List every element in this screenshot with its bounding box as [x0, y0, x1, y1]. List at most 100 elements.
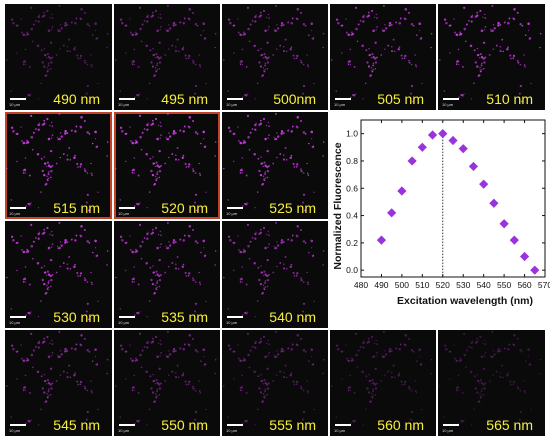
- x-tick-label: 520: [436, 280, 450, 290]
- fluorescence-speckle-image: [6, 4, 109, 103]
- scale-bar-label: 10 µm: [9, 320, 21, 325]
- x-axis-title: Excitation wavelength (nm): [397, 295, 533, 307]
- data-point: [479, 179, 489, 189]
- scale-bar-label: 10 µm: [9, 102, 21, 107]
- fluorescence-speckle-image: [223, 4, 325, 103]
- scale-bar: [443, 424, 459, 426]
- x-tick-label: 530: [456, 280, 470, 290]
- fluorescence-speckle-image: [115, 4, 217, 103]
- wavelength-label: 525 nm: [269, 200, 316, 216]
- data-point: [417, 142, 427, 152]
- data-point: [468, 161, 479, 172]
- micrograph-panel: 10 µm 525 nm: [222, 112, 328, 219]
- wavelength-label: 555 nm: [269, 417, 316, 433]
- scale-bar-label: 10 µm: [118, 320, 130, 325]
- scale-bar-label: 10 µm: [334, 428, 346, 433]
- fluorescence-speckle-image: [115, 112, 217, 212]
- fluorescence-speckle-image: [439, 4, 542, 103]
- wavelength-label: 540 nm: [269, 309, 316, 325]
- x-tick-label: 560: [517, 280, 531, 290]
- fluorescence-speckle-image: [331, 4, 433, 103]
- scale-bar-label: 10 µm: [118, 428, 130, 433]
- y-tick-label: 0.2: [346, 238, 358, 248]
- micrograph-panel: 10 µm 510 nm: [438, 4, 545, 110]
- micrograph-panel: 10 µm 535 nm: [114, 221, 220, 328]
- wavelength-label: 490 nm: [53, 91, 100, 107]
- fluorescence-speckle-image: [331, 330, 433, 429]
- plot-frame: [360, 119, 546, 278]
- fluorescence-speckle-image: [115, 330, 217, 429]
- plot-border: [360, 119, 546, 278]
- scale-bar: [10, 424, 26, 426]
- axis-ticks: 480 490 500 510 520 530 540 550 560 570 0.0 0.2 0.4 0…: [346, 120, 550, 290]
- scale-bar-label: 10 µm: [9, 428, 21, 433]
- scale-bar-label: 10 µm: [442, 428, 454, 433]
- wavelength-label: 545 nm: [53, 417, 100, 433]
- x-tick-label: 540: [477, 280, 491, 290]
- scale-bar: [119, 424, 135, 426]
- micrograph-panel: 10 µm 565 nm: [438, 330, 545, 436]
- fluorescence-speckle-image: [6, 112, 109, 212]
- scale-bar: [119, 316, 135, 318]
- wavelength-label: 515 nm: [53, 200, 100, 216]
- micrograph-panel: 10 µm 515 nm: [5, 112, 112, 219]
- data-point: [438, 129, 448, 139]
- y-tick-label: 0.6: [346, 183, 358, 193]
- scale-bar: [10, 98, 26, 100]
- data-points: [376, 129, 540, 275]
- wavelength-label: 510 nm: [486, 91, 533, 107]
- scale-bar: [119, 98, 135, 100]
- micrograph-panel: 10 µm 490 nm: [5, 4, 112, 110]
- x-tick-label: 550: [497, 280, 511, 290]
- wavelength-label: 505 nm: [377, 91, 424, 107]
- y-tick-label: 0.0: [346, 265, 358, 275]
- wavelength-label: 550 nm: [161, 417, 208, 433]
- scale-bar: [227, 316, 243, 318]
- scale-bar: [10, 207, 26, 209]
- micrograph-panel: 10 µm 545 nm: [5, 330, 112, 436]
- wavelength-label: 500nm: [273, 91, 316, 107]
- x-tick-label: 490: [374, 280, 388, 290]
- excitation-chart-svg: 480 490 500 510 520 530 540 550 560 570 0.0 0.2 0.4 0…: [332, 119, 550, 307]
- micrograph-panel: 10 µm 495 nm: [114, 4, 220, 110]
- data-point: [458, 144, 468, 154]
- scale-bar-label: 10 µm: [226, 320, 238, 325]
- micrograph-panel: 10 µm 550 nm: [114, 330, 220, 436]
- wavelength-label: 560 nm: [377, 417, 424, 433]
- x-tick-label: 510: [415, 280, 429, 290]
- scale-bar: [10, 316, 26, 318]
- fluorescence-speckle-image: [223, 330, 325, 429]
- scale-bar-label: 10 µm: [226, 102, 238, 107]
- data-point: [489, 198, 499, 208]
- scale-bar: [227, 207, 243, 209]
- data-point: [397, 186, 407, 196]
- scale-bar-label: 10 µm: [118, 211, 130, 216]
- y-axis-title: Normalized Fluorescence: [332, 142, 344, 269]
- wavelength-label: 565 nm: [486, 417, 533, 433]
- data-point: [376, 235, 387, 245]
- data-point: [387, 208, 397, 218]
- data-point: [530, 265, 540, 275]
- scale-bar-label: 10 µm: [226, 428, 238, 433]
- micrograph-panel: 10 µm 555 nm: [222, 330, 328, 436]
- data-point: [427, 130, 438, 140]
- micrograph-panel: 10 µm 560 nm: [330, 330, 436, 436]
- data-point: [509, 235, 519, 245]
- data-point: [499, 219, 509, 229]
- wavelength-label: 535 nm: [161, 309, 208, 325]
- scale-bar: [443, 98, 459, 100]
- scale-bar: [227, 98, 243, 100]
- fluorescence-speckle-image: [6, 330, 109, 429]
- fluorescence-speckle-image: [223, 112, 325, 212]
- data-point: [407, 156, 417, 166]
- scale-bar-label: 10 µm: [226, 211, 238, 216]
- x-tick-label: 480: [354, 280, 368, 290]
- micrograph-panel: 10 µm 530 nm: [5, 221, 112, 328]
- micrograph-panel: 10 µm 500nm: [222, 4, 328, 110]
- scale-bar: [335, 98, 351, 100]
- wavelength-label: 520 nm: [161, 200, 208, 216]
- wavelength-label: 495 nm: [161, 91, 208, 107]
- x-tick-label: 570: [538, 280, 550, 290]
- y-tick-label: 0.4: [346, 211, 358, 221]
